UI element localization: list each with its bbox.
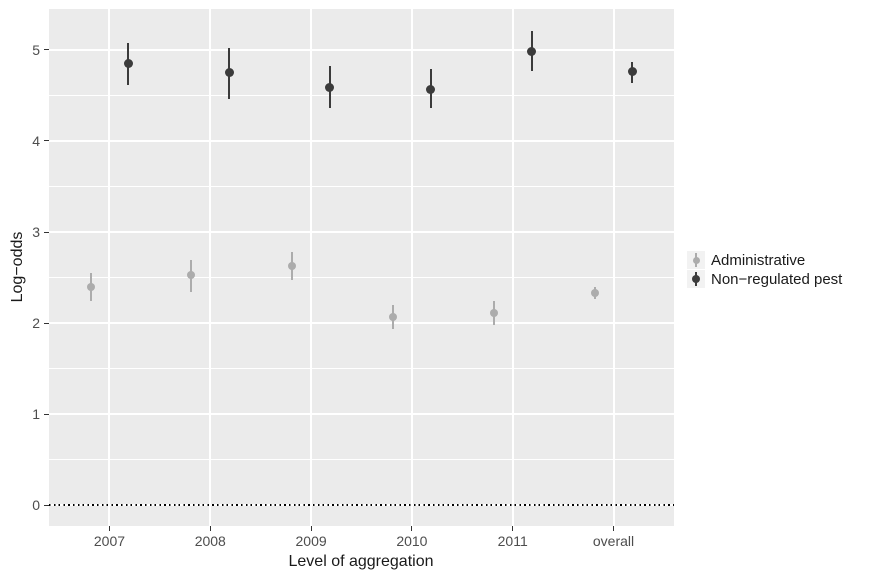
x-tick-mark — [411, 526, 413, 531]
gridline-major-vertical — [108, 9, 111, 526]
x-tick-mark — [108, 526, 110, 531]
y-tick-mark — [44, 504, 49, 506]
legend-key-pointrange-icon — [687, 270, 705, 288]
legend-entry-Non−regulated pest: Non−regulated pest — [687, 270, 842, 288]
y-tick-label: 5 — [32, 41, 40, 58]
x-tick-label: 2011 — [497, 533, 528, 549]
x-tick-label: 2009 — [295, 533, 327, 549]
y-tick-label: 3 — [32, 224, 40, 240]
gridline-major-vertical — [310, 9, 313, 526]
y-tick-label: 1 — [32, 406, 40, 423]
point-Administrative-2007 — [86, 282, 95, 291]
x-tick-mark — [209, 526, 211, 531]
gridline-major-vertical — [511, 9, 514, 526]
gridline-major-horizontal — [49, 413, 674, 416]
y-tick-label: 4 — [32, 132, 40, 149]
y-tick-mark — [44, 231, 49, 233]
zero-reference-line — [49, 504, 674, 506]
point-Non−regulated pest-2010 — [426, 84, 436, 94]
x-tick-mark — [613, 526, 615, 531]
point-Non−regulated pest-overall — [627, 67, 637, 77]
plot-panel — [49, 9, 674, 526]
gridline-major-vertical — [410, 9, 413, 526]
x-tick-label: 2007 — [93, 533, 126, 549]
gridline-major-horizontal — [49, 139, 674, 142]
gridline-minor-horizontal — [49, 94, 674, 96]
point-Administrative-2011 — [489, 309, 498, 317]
x-tick-mark — [512, 526, 514, 531]
y-tick-label: 2 — [32, 315, 40, 332]
x-axis-title: Level of aggregation — [288, 553, 434, 570]
y-tick-mark — [44, 322, 49, 324]
gridline-minor-horizontal — [49, 459, 674, 461]
point-Administrative-overall — [590, 288, 599, 297]
point-Non−regulated pest-2011 — [527, 47, 537, 57]
gridline-major-horizontal — [49, 231, 674, 233]
gridline-minor-horizontal — [49, 368, 674, 370]
y-tick-mark — [44, 140, 49, 142]
legend: Administrative Non−regulated pest — [687, 251, 842, 288]
x-tick-mark — [310, 526, 312, 531]
gridline-major-horizontal — [49, 322, 674, 325]
point-Administrative-2010 — [389, 312, 397, 321]
legend-key-dot-icon — [692, 256, 700, 264]
x-tick-label: 2010 — [396, 533, 428, 549]
legend-label: Non−regulated pest — [711, 270, 843, 288]
legend-key-dot-icon — [692, 275, 700, 283]
legend-label: Administrative — [711, 251, 806, 269]
x-tick-label: 2008 — [194, 533, 226, 549]
point-Non−regulated pest-2008 — [224, 68, 234, 78]
gridline-minor-horizontal — [49, 185, 674, 187]
y-tick-mark — [44, 49, 49, 51]
gridline-major-vertical — [612, 9, 615, 526]
point-Administrative-2008 — [187, 270, 196, 279]
y-axis-title: Log−odds — [9, 231, 26, 303]
y-tick-label: 0 — [32, 497, 40, 514]
point-Non−regulated pest-2007 — [123, 59, 133, 69]
y-tick-mark — [44, 413, 49, 415]
gridline-minor-horizontal — [49, 277, 674, 278]
point-Non−regulated pest-2009 — [325, 82, 335, 92]
legend-key-pointrange-icon — [687, 251, 705, 269]
point-Administrative-2009 — [288, 261, 297, 270]
legend-entry-Administrative: Administrative — [687, 251, 842, 269]
gridline-major-vertical — [209, 9, 212, 526]
x-tick-label: overall — [592, 533, 635, 549]
gridline-major-horizontal — [49, 48, 674, 51]
